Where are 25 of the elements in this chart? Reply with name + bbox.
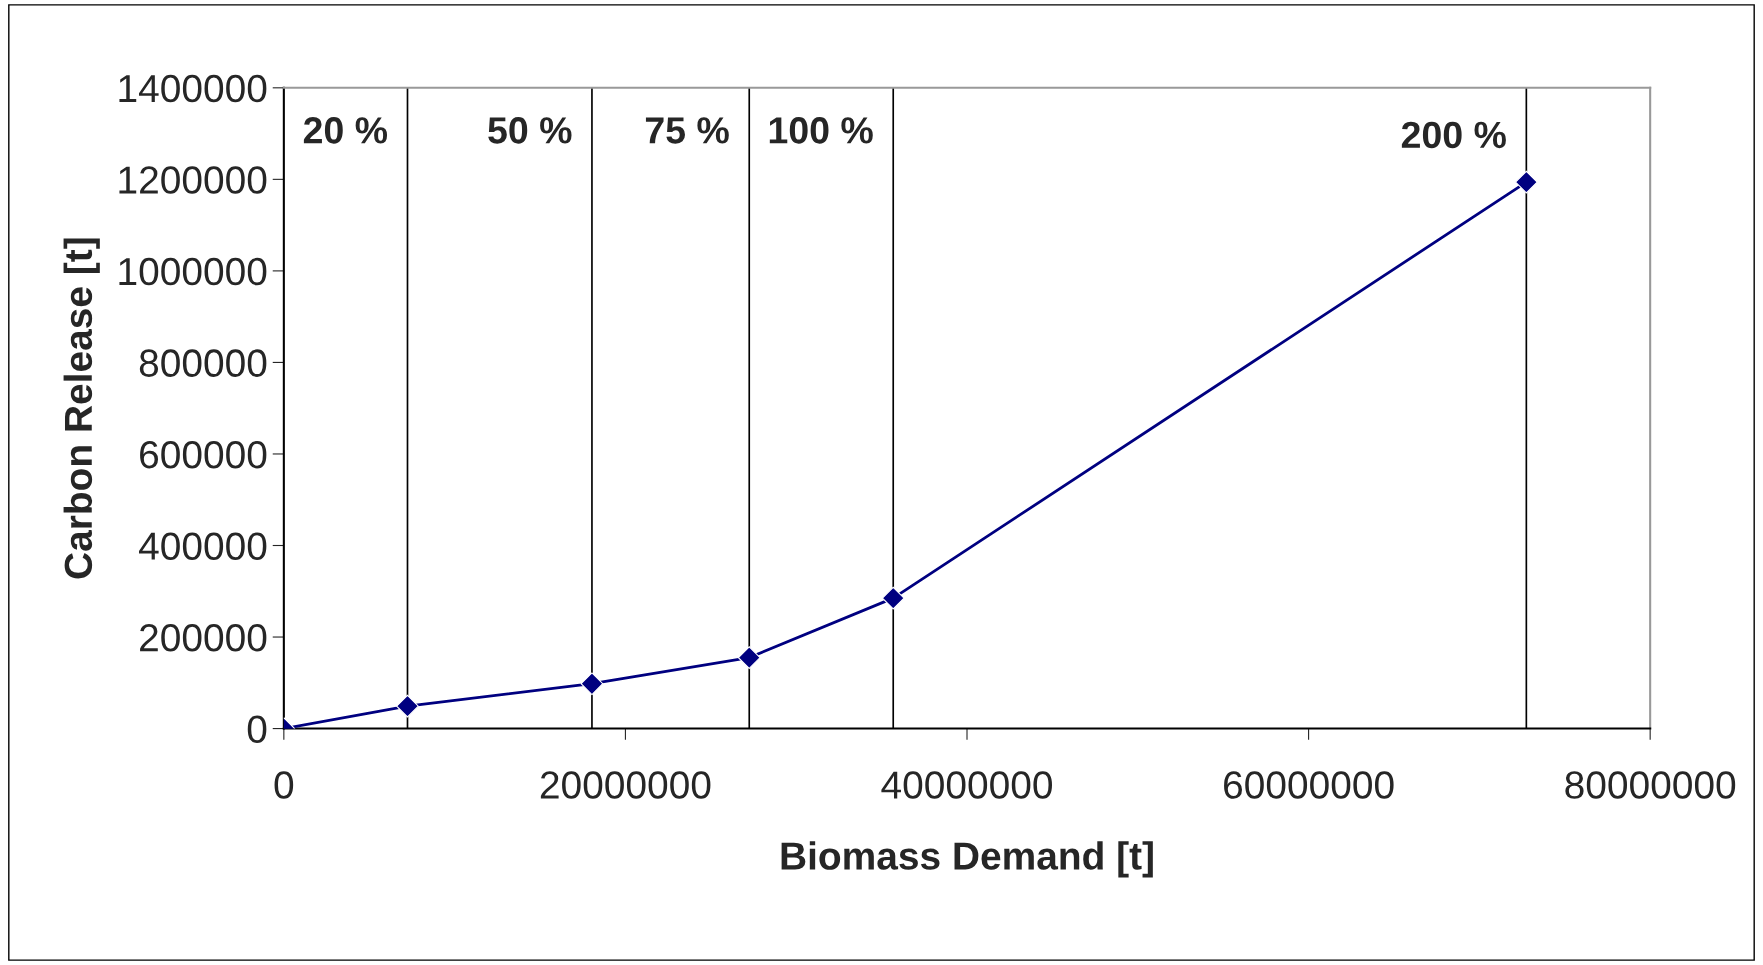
y-tick-label: 200000 xyxy=(140,623,267,652)
y-tick-label: 800000 xyxy=(139,349,267,377)
annotation: 75 % xyxy=(645,117,729,144)
x-tick-label: 20000000 xyxy=(540,771,711,799)
y-tick-label: 1400000 xyxy=(119,74,267,103)
point xyxy=(1515,170,1538,194)
y-tick-label: 1000000 xyxy=(119,257,267,286)
x-tick-label: 60000000 xyxy=(1224,771,1394,799)
annotation: 50 % xyxy=(488,117,572,144)
x-tick-label: 80000000 xyxy=(1565,771,1736,799)
y-tick-label: 600000 xyxy=(140,440,267,469)
x-tick-label: 40000000 xyxy=(881,771,1053,799)
y-tick-label: 1200000 xyxy=(119,166,267,194)
y-tick-label: 0 xyxy=(247,715,267,744)
point xyxy=(737,646,761,669)
x-tick-label: 0 xyxy=(274,771,294,799)
annotation: 100 % xyxy=(769,117,873,144)
annotation: 200 % xyxy=(1401,121,1506,149)
x-axis-title: Biomass Demand [t] xyxy=(781,841,1153,878)
point xyxy=(881,586,905,610)
point xyxy=(580,672,604,696)
annotation: 20 % xyxy=(303,117,388,144)
y-axis-title: Carbon Release [t] xyxy=(63,238,100,579)
y-tick-label: 400000 xyxy=(139,532,267,560)
point xyxy=(396,694,419,718)
